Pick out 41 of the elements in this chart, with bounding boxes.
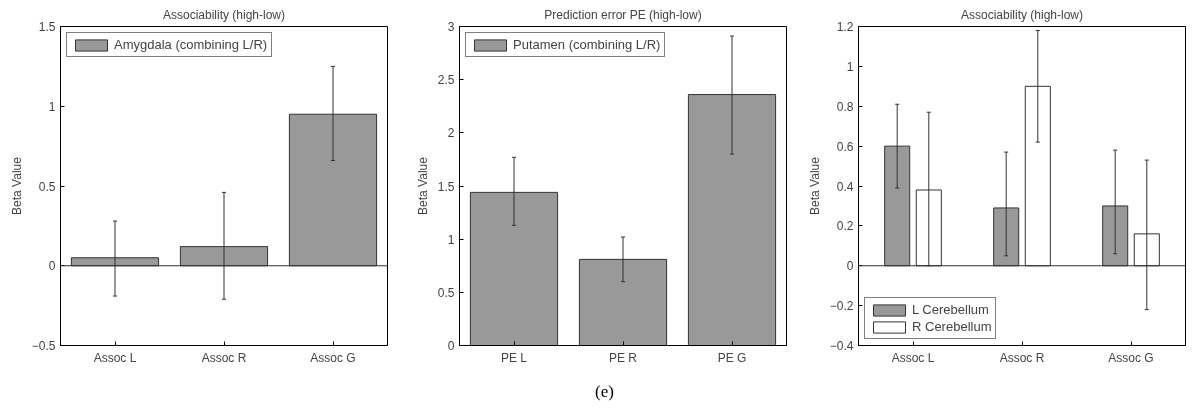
text: (e): [595, 381, 614, 403]
y-tick-label: 0: [846, 259, 854, 274]
x-tick-label: Assoc L: [93, 350, 137, 365]
x-tick-label: Assoc R: [999, 350, 1045, 365]
chart-title: Associability (high-low): [162, 7, 286, 22]
x-tick-label: Assoc G: [310, 350, 356, 365]
y-tick-label: 2.5: [437, 73, 455, 88]
y-tick-label: 1.2: [836, 20, 854, 34]
y-tick-label: 0.4: [836, 179, 854, 194]
y-tick-label: 1: [447, 232, 455, 247]
y-tick-label: −0.5: [31, 339, 56, 353]
legend-label: Amygdala (combining L/R): [114, 37, 268, 52]
y-axis-title: Beta Value: [415, 156, 430, 215]
y-tick-label: 0: [447, 339, 455, 353]
x-tick-label: PE R: [609, 350, 638, 365]
y-tick-label: 0.2: [836, 219, 854, 234]
x-tick-label: Assoc R: [201, 350, 247, 365]
x-tick-label: PE L: [500, 350, 528, 365]
y-tick-label: 1: [48, 99, 56, 114]
legend-label: R Cerebellum: [912, 319, 992, 334]
y-tick-label: 0: [48, 259, 56, 274]
chart-title: Associability (high-low): [960, 7, 1084, 22]
y-tick-label: 0.5: [38, 179, 56, 194]
y-tick-label: 0.8: [836, 99, 854, 114]
y-tick-label: −0.4: [829, 339, 854, 353]
legend-label: Putamen (combining L/R): [513, 37, 661, 52]
y-tick-label: 2: [447, 126, 455, 141]
x-tick-label: Assoc L: [891, 350, 935, 365]
chart-title: Prediction error PE (high-low): [544, 7, 702, 22]
y-tick-label: 3: [447, 20, 455, 34]
y-tick-label: 1: [846, 59, 854, 74]
x-tick-label: Assoc G: [1108, 350, 1154, 365]
y-axis-title: Beta Value: [9, 156, 24, 215]
legend-label: L Cerebellum: [912, 302, 989, 317]
y-tick-label: 0.5: [437, 285, 455, 300]
x-tick-label: PE G: [717, 350, 747, 365]
y-tick-label: 0.6: [836, 139, 854, 154]
y-tick-label: 1.5: [437, 179, 455, 194]
y-tick-label: −0.2: [829, 299, 854, 314]
y-axis-title: Beta Value: [807, 156, 822, 215]
y-tick-label: 1.5: [38, 20, 56, 34]
